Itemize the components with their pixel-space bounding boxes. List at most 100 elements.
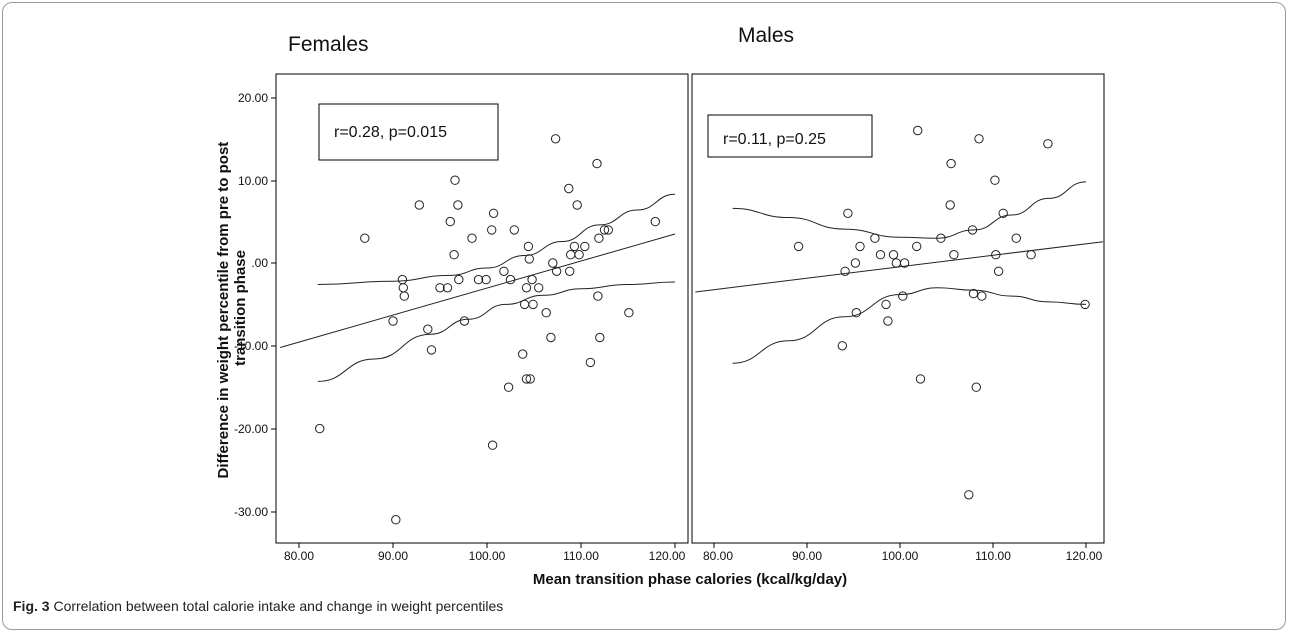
ci-lower-females bbox=[317, 281, 676, 382]
figure-caption-text: Correlation between total calorie intake… bbox=[53, 598, 504, 614]
data-point-males-33 bbox=[1026, 250, 1036, 260]
data-point-males-25 bbox=[971, 382, 981, 392]
stat-box-females bbox=[318, 103, 499, 161]
data-point-females-5 bbox=[398, 283, 408, 293]
data-point-males-19 bbox=[945, 200, 955, 210]
data-point-females-2 bbox=[388, 316, 398, 326]
data-point-females-46 bbox=[569, 241, 580, 252]
x-tick-label-m-120: 120.00 bbox=[1066, 549, 1103, 563]
data-point-females-28 bbox=[518, 349, 528, 359]
ci-upper-females bbox=[317, 193, 676, 285]
fit-line-females bbox=[280, 233, 676, 348]
data-point-males-30 bbox=[993, 266, 1004, 276]
data-point-females-12 bbox=[445, 216, 455, 227]
data-point-males-10 bbox=[883, 316, 893, 326]
series-males bbox=[695, 125, 1104, 500]
data-point-males-23 bbox=[967, 225, 978, 235]
data-point-females-22 bbox=[487, 440, 498, 450]
data-point-males-34 bbox=[1043, 139, 1053, 149]
data-point-males-28 bbox=[990, 175, 1000, 185]
stat-annotation-males: r=0.11, p=0.25 bbox=[723, 131, 826, 148]
data-point-females-17 bbox=[459, 316, 470, 326]
data-point-males-27 bbox=[977, 291, 987, 301]
data-point-females-36 bbox=[528, 299, 538, 310]
stat-box-males bbox=[707, 114, 873, 158]
data-point-females-53 bbox=[594, 233, 604, 243]
x-tick-label-m-90: 90.00 bbox=[792, 549, 822, 563]
data-point-males-11 bbox=[888, 250, 899, 260]
data-point-females-34 bbox=[525, 374, 535, 384]
data-point-females-45 bbox=[566, 250, 576, 260]
data-point-females-33 bbox=[524, 254, 534, 264]
data-point-females-57 bbox=[624, 308, 634, 318]
ci-lower-males bbox=[732, 287, 1087, 364]
data-point-males-14 bbox=[899, 258, 910, 268]
data-point-females-16 bbox=[454, 274, 464, 285]
data-point-males-24 bbox=[968, 288, 979, 299]
series-females bbox=[280, 134, 676, 525]
data-point-females-6 bbox=[399, 291, 409, 301]
data-point-females-40 bbox=[548, 258, 558, 268]
data-point-males-31 bbox=[998, 208, 1008, 219]
x-tick-label-m-100: 100.00 bbox=[882, 549, 919, 563]
data-point-females-10 bbox=[435, 283, 445, 293]
data-point-males-17 bbox=[915, 374, 926, 384]
data-point-females-15 bbox=[453, 200, 463, 210]
data-point-females-26 bbox=[505, 274, 516, 285]
data-point-females-24 bbox=[499, 266, 509, 276]
data-point-females-43 bbox=[564, 183, 574, 194]
data-point-females-23 bbox=[488, 208, 499, 219]
data-point-males-3 bbox=[843, 208, 853, 219]
data-point-females-21 bbox=[487, 225, 497, 235]
fit-line-males bbox=[695, 241, 1104, 293]
data-point-females-38 bbox=[541, 308, 551, 318]
data-point-females-56 bbox=[603, 225, 613, 235]
x-tick-label-f-120: 120.00 bbox=[649, 549, 686, 563]
data-point-males-5 bbox=[851, 308, 861, 318]
plot-area-females bbox=[275, 73, 689, 544]
x-tick-label-f-80: 80.00 bbox=[284, 549, 314, 563]
y-axis-label: Difference in weight percentile from pre… bbox=[215, 138, 249, 479]
data-point-males-0 bbox=[793, 241, 804, 252]
data-point-females-35 bbox=[527, 274, 537, 285]
data-point-females-1 bbox=[360, 233, 370, 243]
y-tick-label-minus-10: -10.00 bbox=[234, 339, 268, 353]
panel-title-males: Males bbox=[738, 24, 794, 47]
data-point-females-29 bbox=[519, 299, 530, 310]
data-point-females-32 bbox=[523, 241, 534, 252]
data-point-females-14 bbox=[450, 175, 460, 185]
panel-title-females: Females bbox=[288, 33, 369, 56]
data-point-females-44 bbox=[565, 266, 575, 276]
data-point-males-8 bbox=[875, 250, 886, 260]
y-tick-label-minus-20: -20.00 bbox=[234, 422, 268, 436]
plot-area-males bbox=[691, 73, 1105, 544]
data-point-males-15 bbox=[912, 241, 922, 252]
data-point-males-16 bbox=[913, 125, 923, 136]
x-tick-label-f-100: 100.00 bbox=[469, 549, 506, 563]
data-point-males-2 bbox=[840, 266, 850, 276]
data-point-females-27 bbox=[509, 225, 519, 235]
data-point-males-20 bbox=[946, 158, 956, 169]
data-point-males-4 bbox=[850, 258, 861, 268]
data-point-males-32 bbox=[1011, 233, 1021, 243]
data-point-males-6 bbox=[855, 241, 865, 252]
data-point-females-55 bbox=[599, 225, 610, 235]
stat-annotation-females: r=0.28, p=0.015 bbox=[334, 124, 447, 141]
data-point-females-39 bbox=[546, 332, 556, 343]
data-point-males-9 bbox=[881, 299, 891, 310]
data-point-females-49 bbox=[580, 241, 590, 252]
data-point-females-42 bbox=[551, 266, 562, 276]
x-tick-label-m-110: 110.00 bbox=[975, 549, 1011, 563]
data-point-males-21 bbox=[949, 250, 959, 260]
data-point-females-52 bbox=[593, 291, 603, 301]
data-point-females-48 bbox=[574, 250, 584, 260]
data-point-females-37 bbox=[534, 283, 544, 293]
x-tick-label-f-90: 90.00 bbox=[378, 549, 408, 563]
data-point-females-9 bbox=[426, 345, 437, 355]
data-point-females-25 bbox=[503, 382, 514, 392]
data-point-males-35 bbox=[1080, 299, 1090, 310]
data-point-males-12 bbox=[891, 258, 901, 268]
data-point-males-7 bbox=[870, 233, 880, 243]
